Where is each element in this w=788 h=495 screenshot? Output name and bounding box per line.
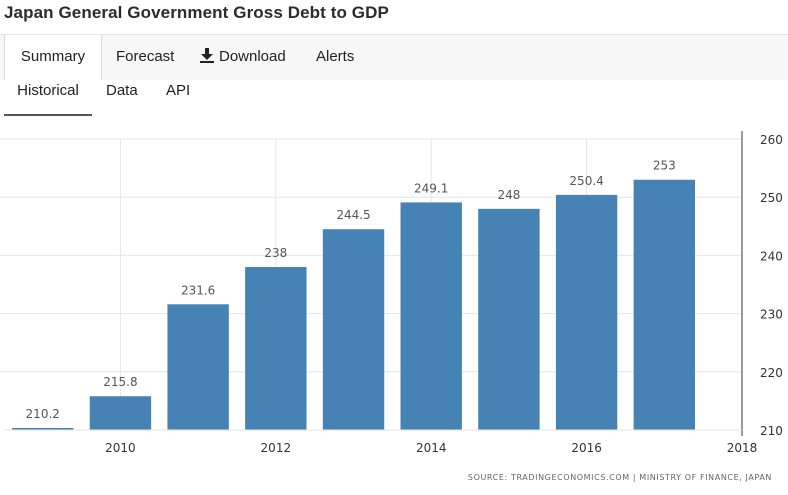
- data-label-2014: 249.1: [414, 181, 448, 195]
- x-tick-label: 2012: [261, 441, 292, 455]
- bar-2013[interactable]: [322, 229, 385, 430]
- bar-2009[interactable]: [12, 428, 74, 430]
- tab-alerts[interactable]: Alerts: [316, 48, 355, 65]
- y-tick-label: 250: [760, 191, 783, 205]
- chart-area: 210.2 215.8 231.6 238 244.5 249.1 248 250.4 253 …: [0, 116, 788, 490]
- bar-2011[interactable]: [167, 304, 229, 430]
- bar-2010[interactable]: [89, 396, 152, 430]
- bar-2015[interactable]: [478, 208, 540, 430]
- page-title: Japan General Government Gross Debt to G…: [4, 3, 389, 22]
- data-label-2012: 238: [264, 246, 287, 260]
- subtab-historical[interactable]: Historical: [4, 80, 92, 116]
- data-label-2013: 244.5: [336, 208, 370, 222]
- data-label-2015: 248: [497, 188, 520, 202]
- bar-2017[interactable]: [633, 179, 695, 430]
- x-tick-label: 2018: [727, 441, 758, 455]
- x-tick-label: 2010: [105, 441, 136, 455]
- download-icon: [200, 48, 214, 63]
- data-label-2010: 215.8: [103, 375, 137, 389]
- tab-forecast[interactable]: Forecast: [116, 48, 175, 65]
- tab-download-label: Download: [219, 48, 286, 65]
- data-label-2016: 250.4: [569, 174, 603, 188]
- sub-tabs: Historical Data API: [0, 80, 788, 116]
- y-tick-label: 240: [760, 249, 783, 263]
- data-label-2011: 231.6: [181, 283, 215, 297]
- tab-download[interactable]: Download: [200, 35, 286, 81]
- main-tabs: Summary Forecast Download Alerts: [0, 34, 788, 82]
- y-tick-label: 210: [760, 424, 783, 438]
- data-label-2009: 210.2: [26, 407, 60, 421]
- bar-2016[interactable]: [555, 194, 618, 430]
- subtab-api[interactable]: API: [166, 82, 191, 99]
- data-label-2017: 253: [653, 159, 676, 173]
- y-tick-label: 260: [760, 133, 783, 147]
- source-note: SOURCE: TRADINGECONOMICS.COM | MINISTRY …: [467, 473, 772, 482]
- tab-summary[interactable]: Summary: [4, 35, 102, 82]
- x-tick-label: 2014: [416, 441, 447, 455]
- bar-2012[interactable]: [245, 267, 307, 430]
- y-tick-label: 220: [760, 366, 783, 380]
- bar-2014[interactable]: [400, 202, 462, 430]
- subtab-data[interactable]: Data: [106, 82, 138, 99]
- x-tick-label: 2016: [571, 441, 602, 455]
- y-tick-label: 230: [760, 308, 783, 322]
